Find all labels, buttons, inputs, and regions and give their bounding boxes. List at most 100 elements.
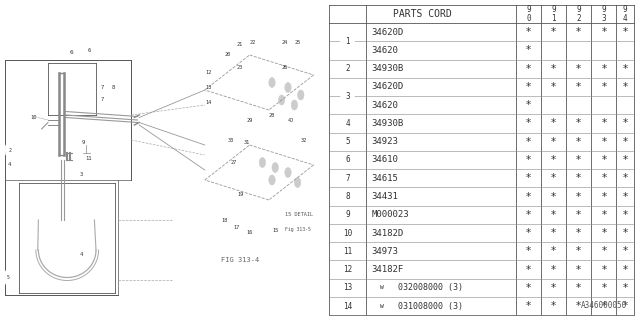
Text: 9
3: 9 3	[602, 5, 606, 23]
Text: 9
4: 9 4	[623, 5, 627, 23]
Text: 32: 32	[301, 138, 307, 142]
Text: *: *	[602, 265, 607, 275]
Text: *: *	[526, 45, 531, 55]
Text: 15 DETAIL: 15 DETAIL	[285, 212, 313, 218]
Text: *: *	[602, 246, 607, 256]
Text: *: *	[576, 137, 581, 147]
Text: 34620D: 34620D	[372, 83, 404, 92]
Text: 34182D: 34182D	[372, 228, 404, 237]
Circle shape	[285, 83, 291, 92]
Text: 34930B: 34930B	[372, 64, 404, 73]
Circle shape	[340, 299, 355, 313]
Text: *: *	[623, 265, 628, 275]
Circle shape	[269, 175, 275, 185]
Text: *: *	[602, 118, 607, 129]
Circle shape	[340, 208, 355, 222]
Text: 5: 5	[345, 137, 350, 146]
Text: 3: 3	[80, 172, 83, 178]
Text: 7: 7	[100, 98, 104, 102]
Text: 031008000 (3): 031008000 (3)	[399, 301, 463, 311]
Text: 7: 7	[345, 174, 350, 183]
Text: 19: 19	[237, 193, 243, 197]
Text: *: *	[526, 228, 531, 238]
Text: *: *	[576, 301, 581, 311]
Text: *: *	[602, 82, 607, 92]
Text: *: *	[602, 210, 607, 220]
Text: 34923: 34923	[372, 137, 399, 146]
Text: *: *	[576, 283, 581, 293]
Text: 12: 12	[343, 265, 352, 274]
Text: *: *	[551, 82, 556, 92]
Text: 31: 31	[243, 140, 250, 145]
Text: *: *	[623, 82, 628, 92]
Text: 34620: 34620	[372, 46, 399, 55]
Text: 14: 14	[205, 100, 211, 105]
Text: W: W	[380, 285, 384, 290]
Text: 1: 1	[345, 37, 350, 46]
Text: 34615: 34615	[372, 174, 399, 183]
Text: *: *	[576, 82, 581, 92]
Text: 9
2: 9 2	[577, 5, 581, 23]
Text: A346000050: A346000050	[581, 301, 627, 310]
Circle shape	[259, 157, 266, 167]
Text: 20: 20	[224, 52, 230, 58]
Text: 12: 12	[205, 70, 211, 75]
Text: 6: 6	[345, 156, 350, 164]
Text: 11: 11	[86, 156, 92, 162]
Circle shape	[294, 178, 301, 188]
Text: *: *	[551, 64, 556, 74]
Text: *: *	[551, 118, 556, 129]
Circle shape	[340, 263, 355, 276]
Circle shape	[5, 142, 14, 157]
Text: 16: 16	[246, 230, 253, 235]
Text: 6: 6	[88, 49, 92, 53]
Text: 27: 27	[230, 160, 237, 165]
Text: *: *	[602, 27, 607, 37]
Circle shape	[376, 281, 388, 294]
Text: *: *	[602, 191, 607, 202]
Text: 3: 3	[345, 92, 350, 100]
Text: 29: 29	[246, 117, 253, 123]
Text: *: *	[551, 283, 556, 293]
Text: 7: 7	[100, 85, 104, 90]
Text: PARTS CORD: PARTS CORD	[394, 9, 452, 19]
Text: 9: 9	[345, 210, 350, 219]
Circle shape	[272, 163, 278, 172]
Text: *: *	[576, 265, 581, 275]
Text: *: *	[551, 155, 556, 165]
Text: 10: 10	[343, 228, 352, 237]
Text: 032008000 (3): 032008000 (3)	[399, 283, 463, 292]
Text: *: *	[623, 64, 628, 74]
Text: 15: 15	[272, 228, 278, 233]
Text: *: *	[623, 137, 628, 147]
Circle shape	[278, 95, 285, 105]
Text: *: *	[551, 228, 556, 238]
Text: 2: 2	[8, 148, 12, 153]
Text: 9
0: 9 0	[526, 5, 531, 23]
Text: 9: 9	[81, 140, 85, 145]
Text: 18: 18	[221, 218, 227, 222]
Text: 2: 2	[8, 148, 11, 153]
Circle shape	[340, 62, 355, 76]
Text: *: *	[551, 301, 556, 311]
Text: 10: 10	[30, 115, 37, 120]
Text: *: *	[526, 301, 531, 311]
Text: 26: 26	[282, 65, 288, 70]
Text: *: *	[623, 191, 628, 202]
Text: 21: 21	[237, 43, 243, 47]
Circle shape	[340, 116, 355, 131]
Text: *: *	[526, 246, 531, 256]
Text: *: *	[551, 246, 556, 256]
Circle shape	[340, 281, 355, 295]
Text: *: *	[576, 246, 581, 256]
Circle shape	[3, 270, 13, 285]
Text: 5: 5	[6, 275, 10, 280]
Circle shape	[340, 135, 355, 149]
Text: *: *	[576, 27, 581, 37]
Text: 30: 30	[227, 138, 234, 142]
Text: 34431: 34431	[372, 192, 399, 201]
Text: *: *	[551, 137, 556, 147]
Circle shape	[340, 244, 355, 258]
Text: 4: 4	[8, 163, 12, 167]
Text: *: *	[526, 155, 531, 165]
